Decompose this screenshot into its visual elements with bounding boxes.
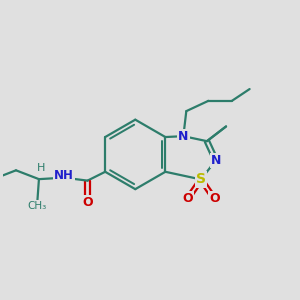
Text: NH: NH	[54, 169, 74, 182]
Text: O: O	[209, 192, 220, 205]
Text: N: N	[178, 130, 188, 143]
Text: S: S	[196, 172, 206, 186]
Text: H: H	[37, 163, 46, 173]
Text: CH₃: CH₃	[28, 201, 47, 211]
Text: N: N	[211, 154, 221, 167]
Text: O: O	[82, 196, 93, 209]
Text: O: O	[182, 192, 193, 205]
